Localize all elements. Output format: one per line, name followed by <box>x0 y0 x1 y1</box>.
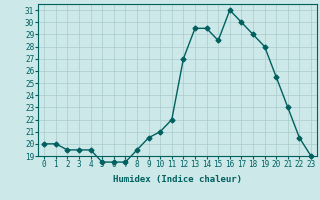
X-axis label: Humidex (Indice chaleur): Humidex (Indice chaleur) <box>113 175 242 184</box>
